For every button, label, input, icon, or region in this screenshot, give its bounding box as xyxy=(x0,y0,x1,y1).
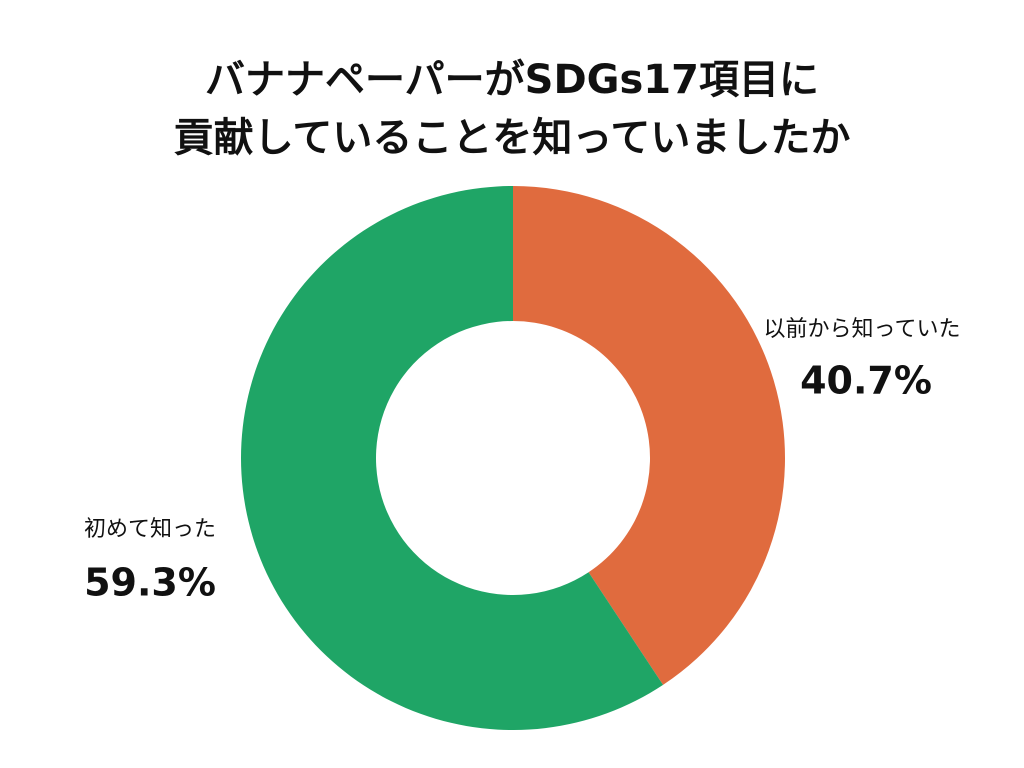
donut-segment xyxy=(240,186,664,730)
value-label: 59.3% xyxy=(84,561,216,605)
value-label: 40.7% xyxy=(800,359,932,403)
chart-title: 貢献していることを知っていましたか xyxy=(174,115,851,161)
category-label: 初めて知った xyxy=(84,517,216,542)
category-label: 以前から知っていた xyxy=(764,317,961,342)
donut-segment xyxy=(513,186,785,685)
chart-title: バナナペーパーがSDGs17項目に xyxy=(205,57,819,103)
